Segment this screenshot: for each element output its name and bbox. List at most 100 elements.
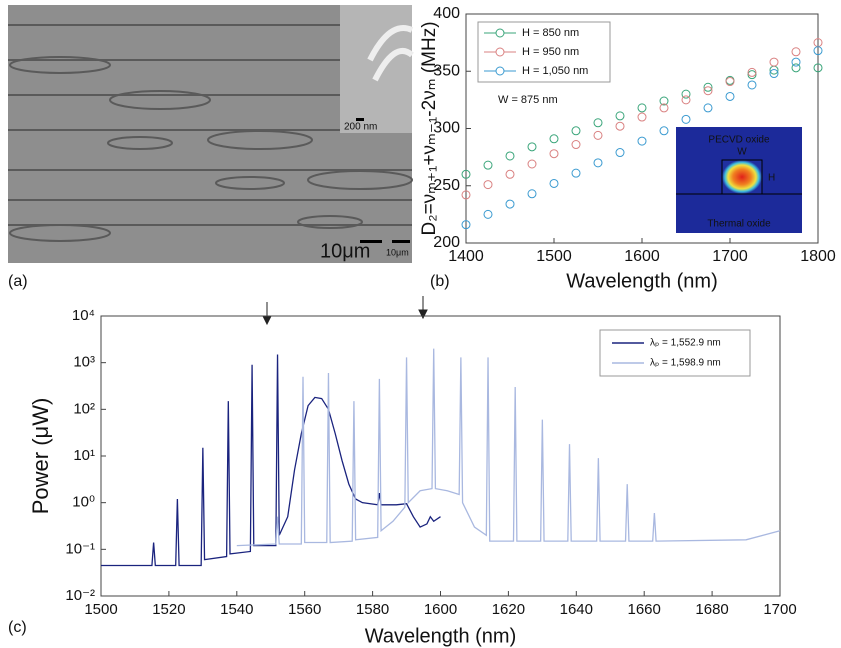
x-tick-label: 1800 bbox=[800, 248, 836, 265]
legend-label: H = 850 nm bbox=[522, 27, 579, 39]
marker bbox=[461, 190, 471, 200]
marker bbox=[549, 178, 559, 188]
y-tick-label: 250 bbox=[433, 177, 460, 194]
legend-label: H = 950 nm bbox=[522, 46, 579, 58]
legend-label: λₚ = 1,552.9 nm bbox=[650, 338, 721, 349]
marker bbox=[725, 77, 735, 87]
marker bbox=[791, 63, 801, 73]
inset-scale-label: 200 nm bbox=[344, 122, 377, 133]
x-tick-label: 1660 bbox=[628, 601, 661, 618]
waveguide bbox=[721, 159, 763, 195]
x-tick-label: 1560 bbox=[288, 601, 321, 618]
marker bbox=[549, 149, 559, 159]
spectrum bbox=[236, 348, 781, 547]
marker bbox=[461, 169, 471, 179]
x-tick-label: 1600 bbox=[424, 601, 457, 618]
marker bbox=[527, 159, 537, 169]
marker bbox=[769, 57, 779, 67]
marker bbox=[747, 70, 757, 80]
marker bbox=[791, 57, 801, 67]
marker bbox=[571, 168, 581, 178]
panel-label: (b) bbox=[430, 273, 450, 290]
y-tick-label: 300 bbox=[433, 120, 460, 137]
inset-top: PECVD oxide bbox=[708, 135, 770, 146]
marker bbox=[571, 126, 581, 136]
marker bbox=[637, 112, 647, 122]
marker bbox=[483, 209, 493, 219]
marker bbox=[681, 89, 691, 99]
x-tick-label: 1500 bbox=[536, 248, 572, 265]
legend-box bbox=[599, 329, 751, 377]
marker bbox=[747, 67, 757, 77]
marker bbox=[571, 140, 581, 150]
marker bbox=[549, 134, 559, 144]
inset-w: W bbox=[737, 147, 747, 158]
y-tick-label: 10³ bbox=[73, 354, 95, 371]
y-tick-label: 10² bbox=[73, 400, 95, 417]
scale-label-small: 10μm bbox=[386, 247, 409, 257]
marker bbox=[461, 220, 471, 230]
marker bbox=[681, 114, 691, 124]
y-tick-label: 10⁰ bbox=[72, 494, 95, 511]
marker bbox=[791, 47, 801, 57]
marker bbox=[615, 111, 625, 121]
x-tick-label: 1640 bbox=[560, 601, 593, 618]
marker bbox=[659, 126, 669, 136]
marker bbox=[593, 118, 603, 128]
y-tick-label: 10⁻¹ bbox=[65, 540, 95, 557]
marker bbox=[637, 103, 647, 113]
marker bbox=[725, 91, 735, 101]
marker bbox=[681, 95, 691, 105]
marker bbox=[615, 121, 625, 131]
legend-marker bbox=[495, 47, 505, 57]
y-tick-label: 10⁻² bbox=[65, 587, 95, 604]
marker bbox=[703, 103, 713, 113]
x-axis-label: Wavelength (nm) bbox=[365, 625, 517, 647]
sem-image: 200 nm 10μm 10μm bbox=[8, 5, 414, 263]
inset-h: H bbox=[768, 173, 775, 184]
x-tick-label: 1400 bbox=[448, 248, 484, 265]
marker bbox=[615, 148, 625, 158]
marker bbox=[813, 46, 823, 56]
marker bbox=[659, 103, 669, 113]
marker bbox=[659, 96, 669, 106]
annotation: W = 875 nm bbox=[498, 94, 558, 106]
inset-bottom: Thermal oxide bbox=[707, 219, 771, 230]
x-tick-label: 1700 bbox=[712, 248, 748, 265]
marker bbox=[769, 69, 779, 79]
y-tick-label: 200 bbox=[433, 234, 460, 251]
marker bbox=[593, 158, 603, 168]
marker bbox=[747, 80, 757, 90]
y-tick-label: 10⁴ bbox=[72, 307, 95, 324]
legend-label: λₚ = 1,598.9 nm bbox=[650, 358, 721, 369]
panel-label: (c) bbox=[8, 619, 27, 636]
legend-label: H = 1,050 nm bbox=[522, 65, 588, 77]
marker bbox=[505, 151, 515, 161]
x-tick-label: 1700 bbox=[763, 601, 796, 618]
x-tick-label: 1680 bbox=[695, 601, 728, 618]
marker bbox=[593, 130, 603, 140]
panel-label: (a) bbox=[8, 273, 28, 290]
marker bbox=[703, 82, 713, 92]
y-axis-label: D₂=νₘ₊₁+νₘ₋₁-2νₘ (MHz) bbox=[419, 21, 440, 235]
marker bbox=[483, 160, 493, 170]
marker bbox=[527, 189, 537, 199]
y-tick-label: 10¹ bbox=[73, 447, 95, 464]
y-tick-label: 400 bbox=[433, 5, 460, 22]
x-tick-label: 1540 bbox=[220, 601, 253, 618]
arrows bbox=[262, 296, 428, 326]
marker bbox=[527, 142, 537, 152]
legend-marker bbox=[495, 66, 505, 76]
x-tick-label: 1520 bbox=[152, 601, 185, 618]
marker bbox=[637, 136, 647, 146]
x-tick-label: 1620 bbox=[492, 601, 525, 618]
legend-box bbox=[477, 21, 611, 83]
x-tick-label: 1500 bbox=[84, 601, 117, 618]
x-tick-label: 1580 bbox=[356, 601, 389, 618]
marker bbox=[483, 180, 493, 190]
scale-label: 10μm bbox=[320, 240, 370, 262]
spectrum bbox=[101, 354, 441, 567]
marker bbox=[813, 63, 823, 73]
marker bbox=[505, 199, 515, 209]
